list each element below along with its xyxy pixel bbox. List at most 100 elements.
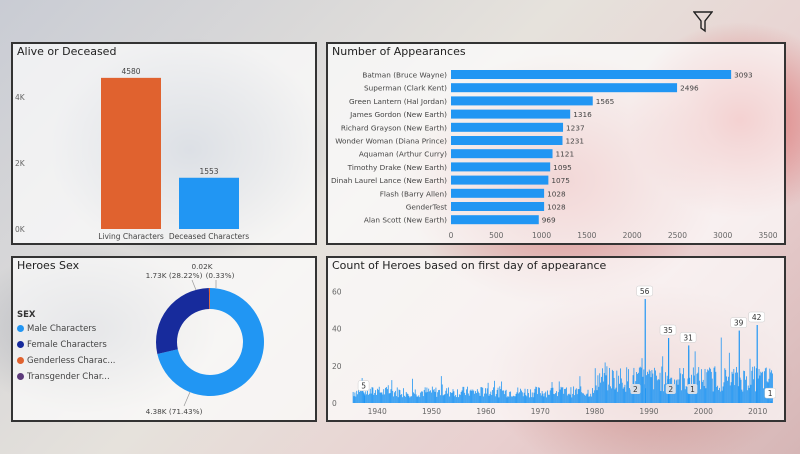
timeline-bar — [417, 396, 419, 403]
sex-donut-slice[interactable] — [208, 288, 210, 310]
timeline-bar — [431, 386, 433, 403]
timeline-bar — [700, 389, 701, 403]
timeline-bar — [719, 391, 721, 403]
appearances-bar[interactable] — [451, 188, 545, 198]
appearances-bar[interactable] — [451, 175, 549, 185]
timeline-peak-bar[interactable] — [770, 401, 772, 403]
timeline-peak-bar[interactable] — [363, 393, 365, 403]
timeline-bar — [371, 387, 373, 403]
timeline-bar — [490, 391, 492, 403]
timeline-bar — [674, 384, 676, 403]
sex-legend-item[interactable]: Transgender Char... — [17, 372, 110, 382]
appearances-bar[interactable] — [451, 215, 539, 225]
timeline-bar — [626, 367, 628, 403]
appearances-bar-value: 969 — [542, 216, 556, 225]
sex-donut-slice[interactable] — [157, 288, 264, 396]
timeline-bar — [733, 368, 735, 403]
timeline-bar — [649, 371, 651, 403]
sex-legend-item[interactable]: Male Characters — [17, 324, 96, 334]
timeline-peak-bar[interactable] — [738, 330, 740, 403]
timeline-bar — [463, 386, 465, 403]
timeline-bar — [707, 369, 709, 403]
timeline-bar — [374, 392, 376, 403]
appearances-bar[interactable] — [451, 202, 545, 211]
appearances-bar[interactable] — [451, 149, 553, 159]
alive-ytick-label: 2K — [15, 159, 26, 168]
timeline-bar — [524, 388, 526, 403]
timeline-bar — [380, 392, 382, 403]
timeline-bar — [569, 394, 571, 403]
alive-bar[interactable] — [179, 177, 239, 229]
timeline-bar — [751, 370, 753, 403]
timeline-bar — [728, 376, 729, 403]
timeline-bar — [599, 373, 601, 403]
timeline-peak-bar[interactable] — [644, 299, 646, 403]
timeline-bar — [496, 389, 498, 403]
sex-legend-item[interactable]: Female Characters — [17, 340, 107, 350]
sex-label-top: 0.02K — [191, 262, 212, 271]
appearances-category-label: GenderTest — [406, 203, 447, 212]
filter-icon[interactable] — [693, 11, 713, 33]
sex-donut-slice[interactable] — [156, 288, 210, 354]
appearances-bar[interactable] — [451, 70, 732, 79]
appearances-category-label: Timothy Drake (New Earth) — [347, 163, 447, 172]
timeline-peak-bar[interactable] — [668, 338, 670, 403]
timeline-bar — [677, 384, 679, 403]
timeline-bar — [757, 378, 759, 403]
alive-panel: Alive or Deceased 0K 2K 4K 4580 Living Chara… — [11, 42, 317, 245]
timeline-bar — [541, 391, 543, 403]
alive-bar[interactable] — [101, 77, 161, 229]
timeline-bar — [476, 393, 477, 403]
timeline-ytick-label: 60 — [332, 288, 342, 297]
timeline-bar — [562, 387, 564, 403]
timeline-xtick-label: 1950 — [422, 407, 441, 416]
timeline-peak-bar[interactable] — [688, 345, 690, 403]
timeline-bar — [372, 387, 374, 403]
legend-dot-icon — [17, 325, 24, 332]
timeline-bar — [761, 372, 763, 403]
timeline-bar — [353, 396, 355, 403]
timeline-bar — [408, 395, 410, 403]
timeline-bar — [357, 394, 359, 403]
timeline-bar — [450, 392, 452, 403]
timeline-bar — [737, 386, 739, 403]
sex-legend-item[interactable]: Genderless Charac... — [17, 356, 116, 366]
timeline-bar — [623, 387, 625, 403]
timeline-peak-bar[interactable] — [756, 325, 758, 403]
appearances-bar[interactable] — [451, 162, 551, 172]
timeline-bar — [412, 378, 413, 403]
timeline-bar — [503, 390, 504, 403]
timeline-bar — [735, 372, 737, 403]
appearances-bar[interactable] — [451, 122, 564, 132]
timeline-bar — [462, 386, 464, 403]
timeline-bar — [736, 366, 737, 403]
appearances-category-label: Dinah Laurel Lance (New Earth) — [331, 176, 447, 185]
alive-bar-value: 4580 — [121, 67, 140, 76]
appearances-bar[interactable] — [451, 109, 571, 119]
appearances-bar[interactable] — [451, 136, 563, 145]
timeline-bar — [631, 388, 633, 403]
timeline-bar — [424, 387, 426, 403]
timeline-bar — [531, 392, 533, 403]
timeline-low-badge — [665, 384, 676, 394]
timeline-bar — [469, 390, 471, 403]
timeline-bar — [596, 390, 598, 403]
timeline-peak-badge — [357, 380, 370, 391]
timeline-ytick-label: 0 — [332, 399, 337, 408]
timeline-bar — [533, 392, 535, 403]
timeline-bar — [611, 388, 612, 403]
timeline-bar — [771, 370, 773, 403]
timeline-bar — [578, 389, 580, 403]
timeline-bar — [393, 396, 395, 403]
sex-legend-title: SEX — [17, 310, 36, 320]
appearances-bar[interactable] — [451, 96, 593, 106]
timeline-bar — [647, 371, 648, 403]
timeline-bar — [510, 391, 512, 403]
timeline-bar — [708, 370, 710, 403]
timeline-bar — [369, 388, 371, 403]
appearances-bar[interactable] — [451, 83, 678, 93]
timeline-bar — [760, 371, 762, 403]
timeline-bar — [352, 391, 354, 403]
timeline-low-label: 2 — [668, 385, 673, 394]
